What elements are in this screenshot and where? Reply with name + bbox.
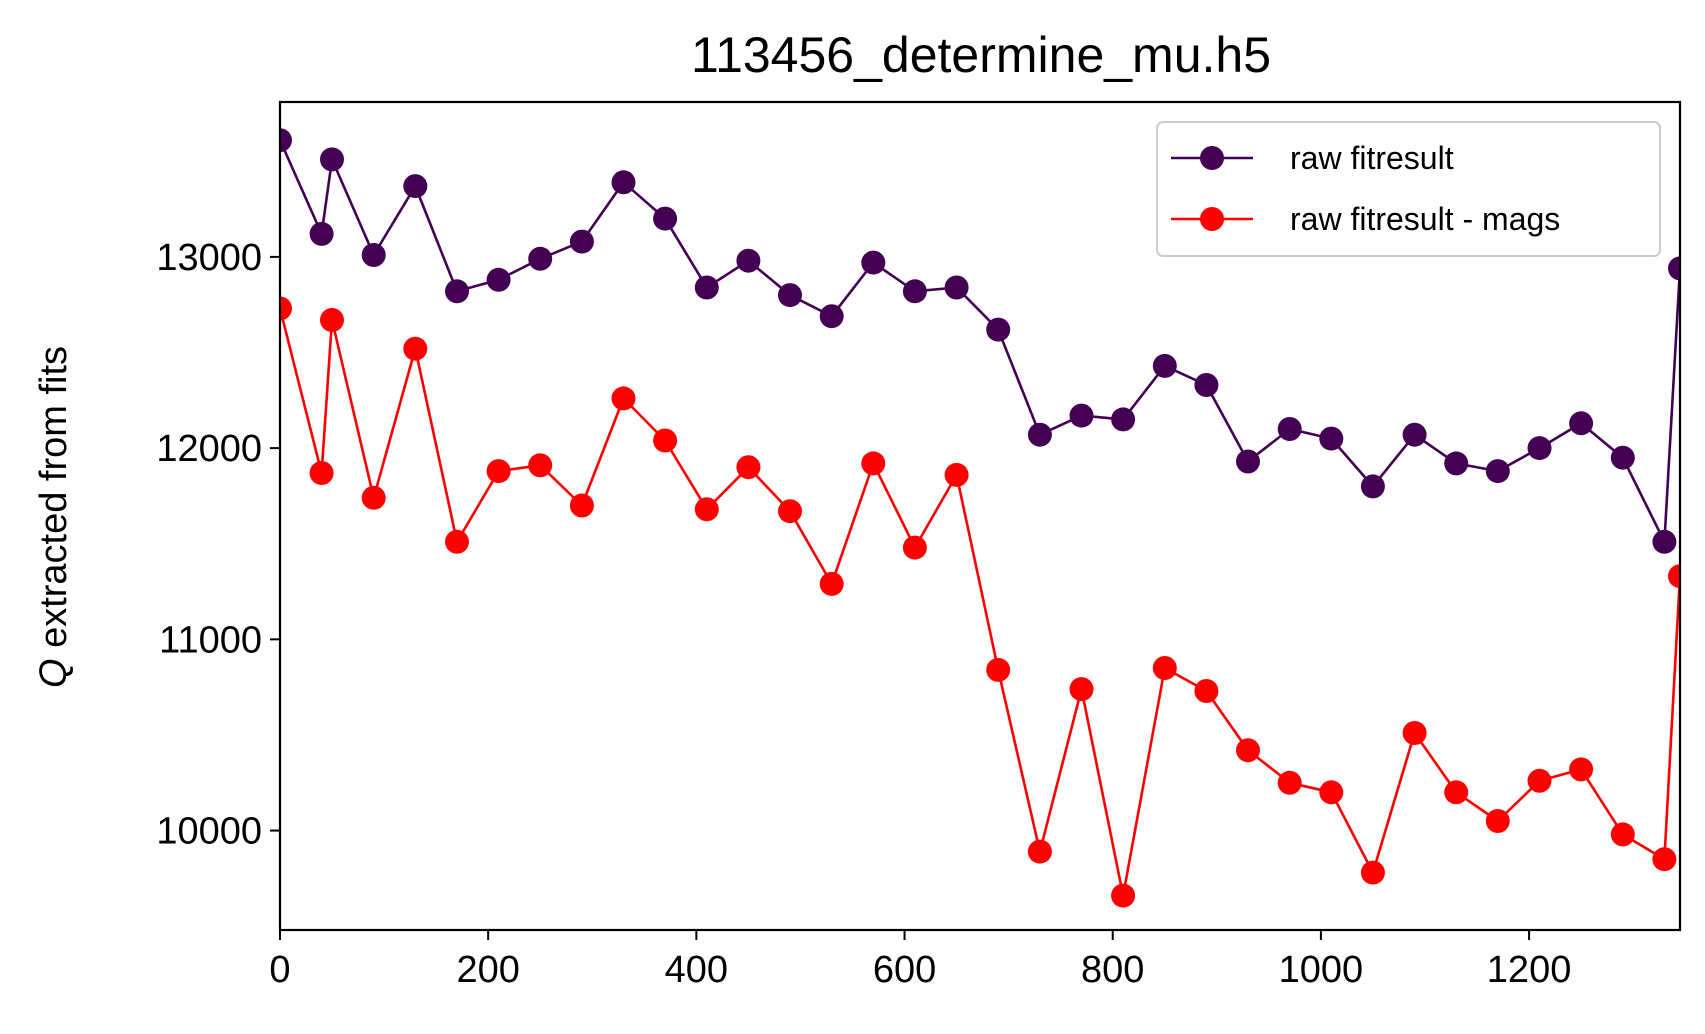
series-2-point [1485, 809, 1510, 833]
series-2-point [1569, 757, 1594, 782]
y-axis-label-symbol: Q [33, 658, 75, 688]
series-1-point [1194, 373, 1219, 397]
series-2-point [902, 535, 927, 560]
y-axis-label-text: extracted from fits [33, 346, 75, 659]
series-2-point [1152, 656, 1177, 680]
series-1-point [986, 317, 1011, 342]
series-2-point [486, 459, 511, 484]
series-1-point [778, 283, 802, 308]
series-1-point [1152, 353, 1177, 378]
plot-area: 0 200 400 600 800 1000 1200 10000 11000 12000 1300… [156, 100, 1682, 991]
series-1-point [611, 170, 636, 195]
series-1-point [1652, 529, 1677, 554]
series-2-point [1027, 839, 1052, 864]
series-2-point [1111, 883, 1136, 908]
series-1-point [1111, 407, 1136, 432]
legend-box [1156, 121, 1661, 257]
x-tick-label: 400 [665, 949, 728, 991]
chart-title: 113456_determine_mu.h5 [691, 27, 1271, 83]
series-2-point [694, 497, 719, 522]
legend-label-1: raw fitresult [1290, 140, 1454, 176]
series-1-point [736, 248, 761, 273]
series-1-point [1069, 403, 1094, 428]
series-1-point [1527, 436, 1552, 461]
series-1-point [1319, 426, 1344, 451]
series-1-point [569, 229, 594, 254]
series-2-point [1402, 721, 1427, 745]
series-2-point [569, 493, 594, 518]
legend-marker-1 [1200, 146, 1224, 170]
series-1-point [1027, 422, 1052, 447]
y-tick-label: 13000 [156, 237, 262, 279]
axes-frame [278, 100, 1682, 932]
series-2-point [1360, 860, 1385, 885]
series-1-point [1360, 474, 1385, 499]
y-tick-label: 12000 [156, 428, 262, 470]
data-series-group [280, 128, 1680, 908]
series-1-point [1236, 449, 1260, 474]
series-2-point [819, 571, 844, 596]
y-tick-label: 10000 [156, 811, 262, 853]
series-1-point [819, 304, 844, 329]
series-2-point [861, 451, 886, 476]
series-2-point [1652, 847, 1677, 872]
x-tick-label: 0 [269, 949, 290, 991]
series-2-point [986, 657, 1011, 682]
series-1-point [944, 275, 969, 300]
series-2-point [611, 386, 636, 411]
series-2-point [280, 296, 292, 321]
x-tick-label: 800 [1081, 949, 1144, 991]
series-2-point [1277, 770, 1302, 795]
series-1-point [902, 279, 927, 304]
series-1-point [1444, 451, 1469, 476]
series-2-point [736, 455, 761, 480]
series-2-point [1319, 780, 1344, 805]
series-1-point [280, 128, 292, 153]
y-axis-label: Q extracted from fits [33, 346, 75, 688]
series-1-point [1569, 411, 1594, 436]
legend: raw fitresult raw fitresult - mags [1156, 121, 1661, 257]
legend-label-2: raw fitresult - mags [1290, 201, 1560, 237]
series-1-point [445, 279, 469, 304]
series-2-point [1069, 677, 1094, 702]
series-2-point [1527, 768, 1552, 793]
series-1-point [1610, 445, 1635, 470]
series-1-point [528, 246, 553, 271]
series-2-point [445, 529, 469, 554]
series-2-point [944, 462, 969, 487]
x-tick-label: 1200 [1487, 949, 1572, 991]
series-2-point [528, 453, 553, 478]
series-2-point [320, 308, 344, 332]
series-1-point [653, 206, 678, 231]
series-1-point [694, 275, 719, 300]
y-tick-label: 11000 [159, 619, 262, 661]
series-1-point [403, 174, 428, 199]
x-tick-label: 1000 [1279, 949, 1364, 991]
series-2-point [403, 336, 428, 361]
series-2-point [1610, 822, 1635, 847]
series-2-point [653, 428, 678, 453]
series-1-point [1485, 459, 1510, 484]
series-2-point [1668, 564, 1680, 589]
x-tick-label: 200 [456, 949, 519, 991]
series-2-point [309, 461, 334, 485]
series-1-point [309, 221, 334, 246]
series-1-point [361, 243, 386, 267]
series-1-point [320, 147, 344, 172]
legend-marker-2 [1200, 207, 1224, 231]
series-2-point [1194, 679, 1219, 703]
series-1-point [1402, 422, 1427, 447]
series-1-point [1277, 417, 1302, 441]
x-tick-label: 600 [873, 949, 936, 991]
series-2-point [1444, 780, 1469, 805]
series-1-point [1668, 256, 1680, 281]
series-1-point [861, 250, 886, 275]
series-1-point [486, 267, 511, 292]
series-2-point [778, 499, 802, 524]
series-2-point [361, 485, 386, 510]
series-2-point [1236, 738, 1260, 763]
